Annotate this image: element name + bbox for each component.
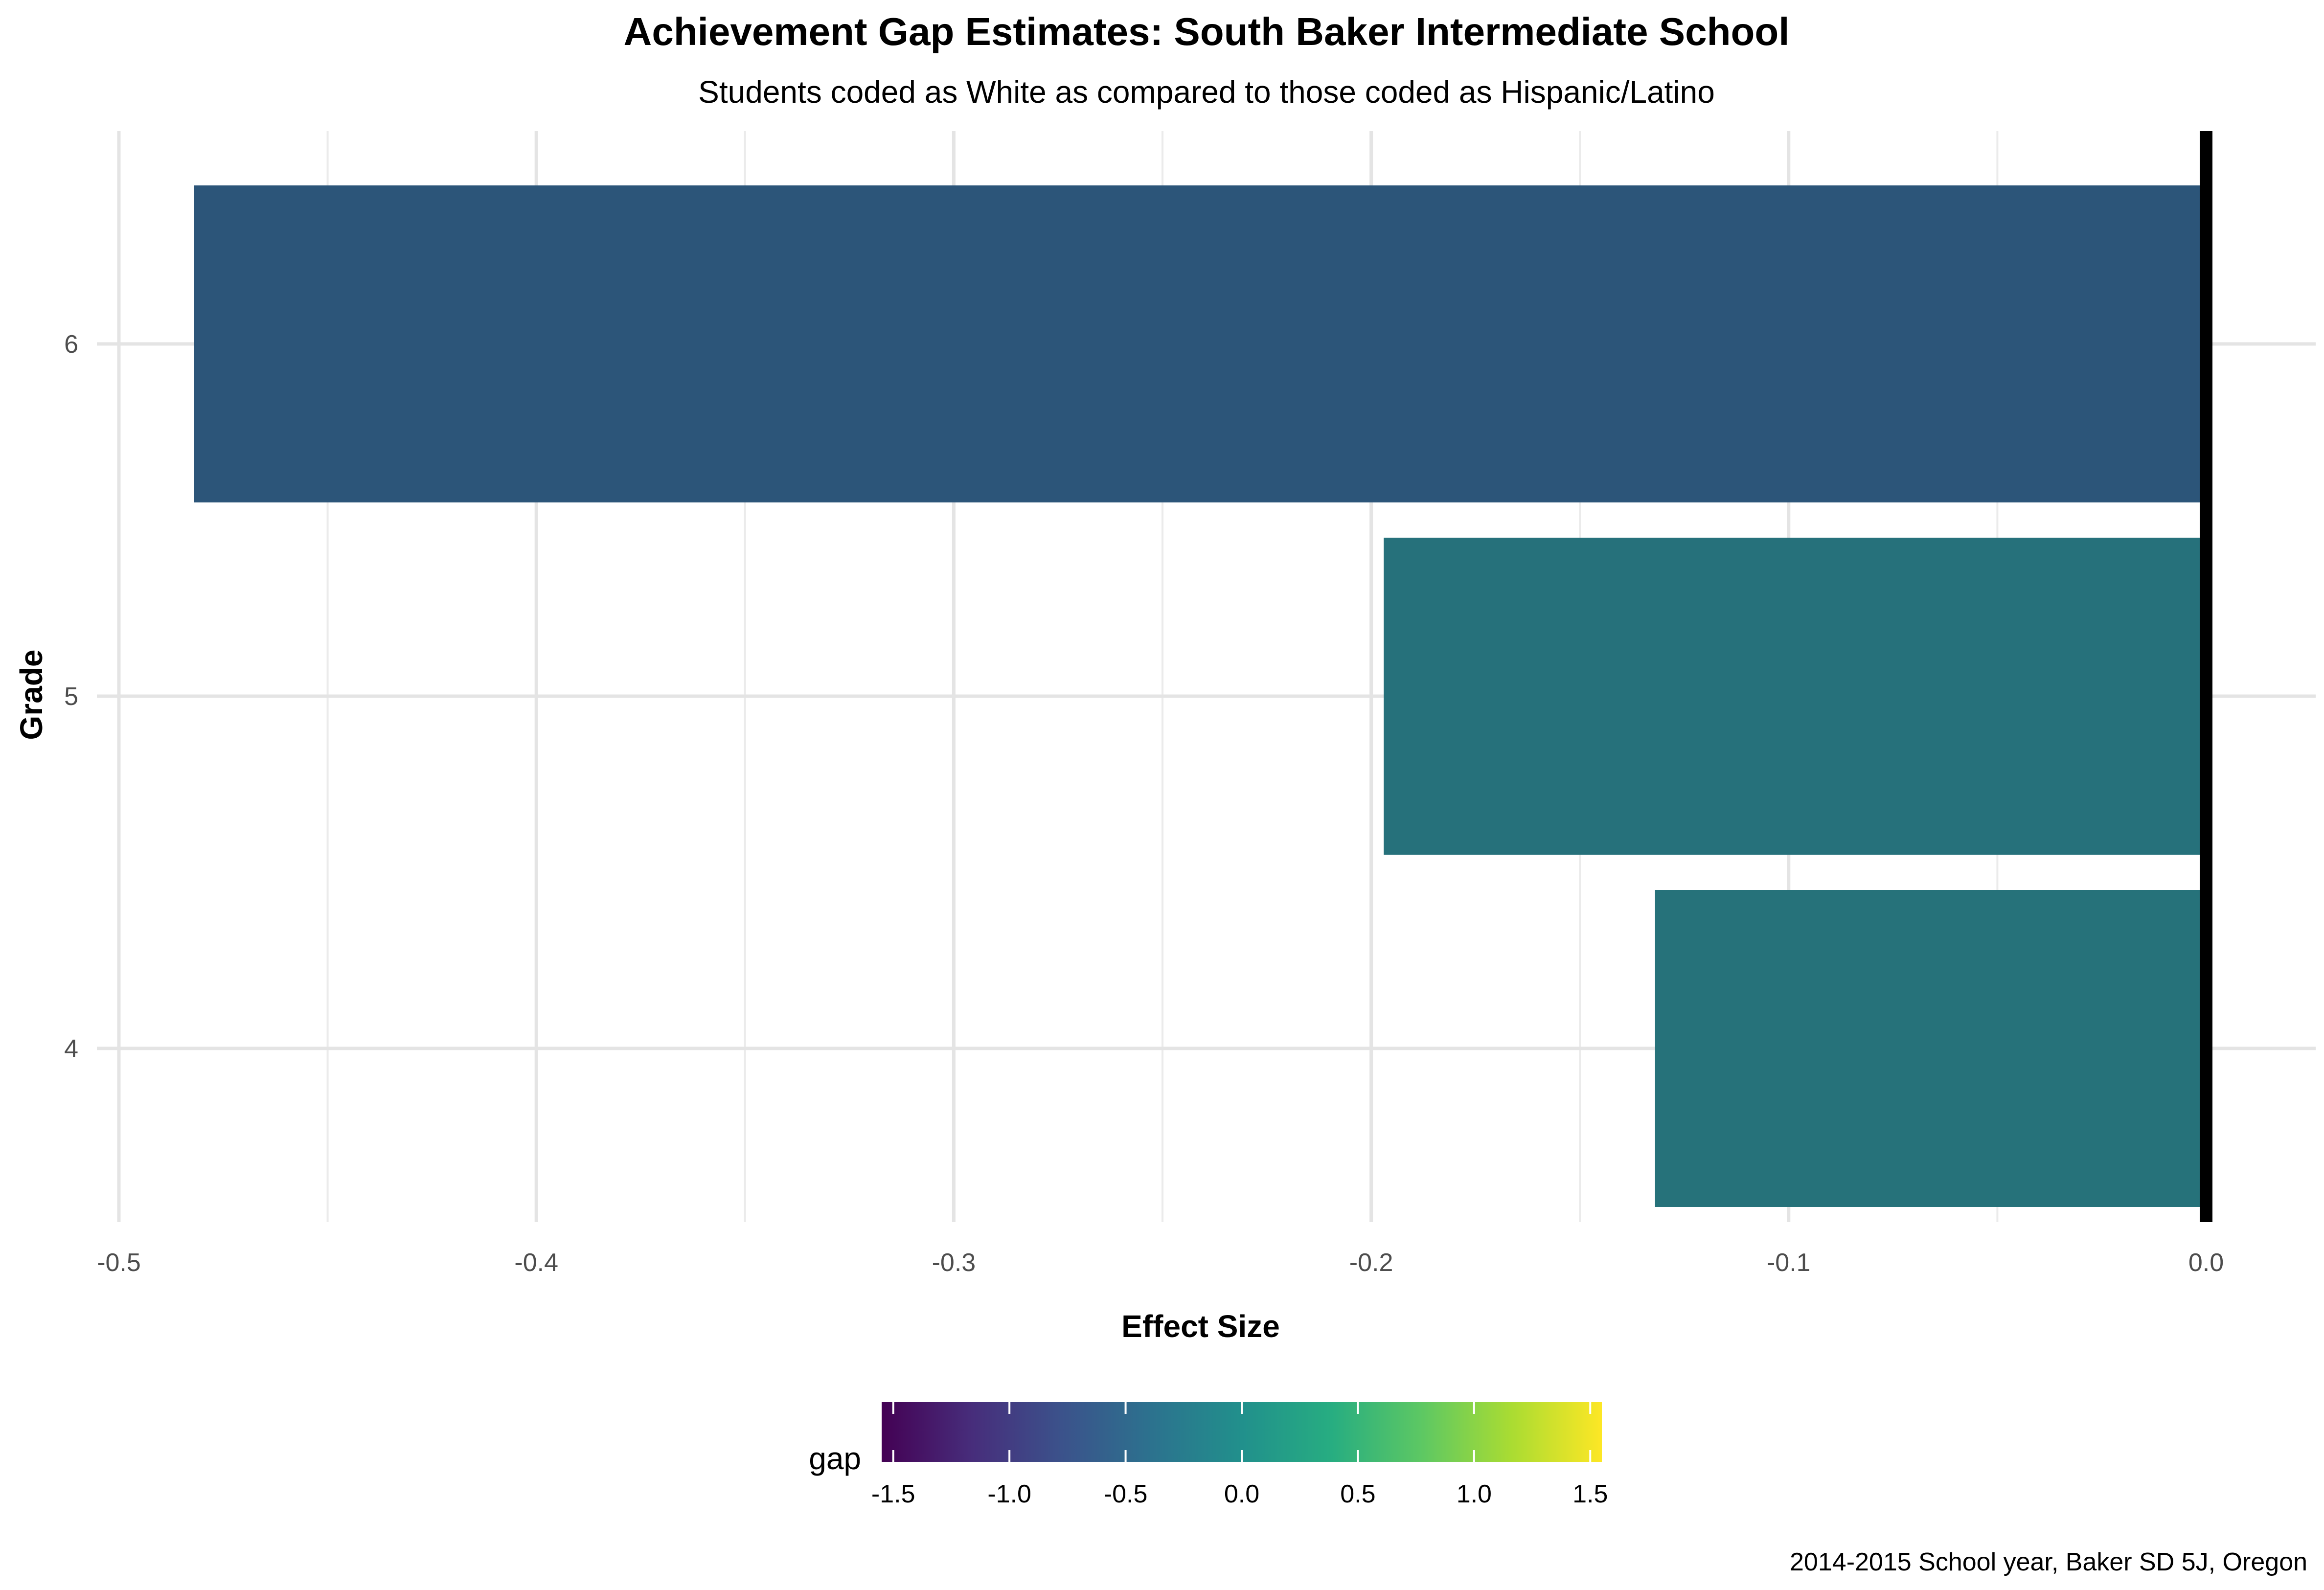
color-legend: gap -1.5 -1.0 -0.5 0.0 0.5 1.0 1.5	[809, 1402, 1608, 1508]
legend-ticks: -1.5 -1.0 -0.5 0.0 0.5 1.0 1.5	[871, 1402, 1608, 1508]
chart-subtitle: Students coded as White as compared to t…	[698, 74, 1715, 110]
legend-tick-label: 0.5	[1340, 1480, 1375, 1508]
legend-title: gap	[809, 1441, 861, 1476]
bars	[194, 185, 2206, 1207]
legend-tick-label: 0.0	[1224, 1480, 1259, 1508]
x-tick-label: -0.4	[514, 1249, 558, 1277]
x-tick-label: -0.5	[97, 1249, 141, 1277]
y-axis-title: Grade	[14, 650, 49, 740]
legend-tick-label: 1.5	[1572, 1480, 1608, 1508]
x-axis-ticks: -0.5 -0.4 -0.3 -0.2 -0.1 0.0	[97, 1249, 2224, 1277]
chart-title: Achievement Gap Estimates: South Baker I…	[624, 10, 1790, 53]
y-tick-label: 6	[64, 330, 78, 359]
legend-tick-label: -1.0	[987, 1480, 1031, 1508]
x-tick-label: 0.0	[2188, 1249, 2224, 1277]
x-tick-label: -0.2	[1349, 1249, 1393, 1277]
legend-tick-label: 1.0	[1457, 1480, 1492, 1508]
y-tick-label: 4	[64, 1035, 78, 1063]
bar-grade-6	[194, 185, 2206, 502]
x-tick-label: -0.1	[1767, 1249, 1811, 1277]
x-axis-title: Effect Size	[1121, 1309, 1280, 1344]
legend-tick-label: -1.5	[871, 1480, 915, 1508]
legend-tick-label: -0.5	[1104, 1480, 1148, 1508]
bar-grade-5	[1384, 538, 2206, 855]
x-tick-label: -0.3	[932, 1249, 976, 1277]
chart-caption: 2014-2015 School year, Baker SD 5J, Oreg…	[1790, 1548, 2307, 1576]
bar-grade-4	[1655, 890, 2206, 1207]
y-tick-label: 5	[64, 682, 78, 711]
y-axis-ticks: 4 5 6	[64, 330, 78, 1063]
